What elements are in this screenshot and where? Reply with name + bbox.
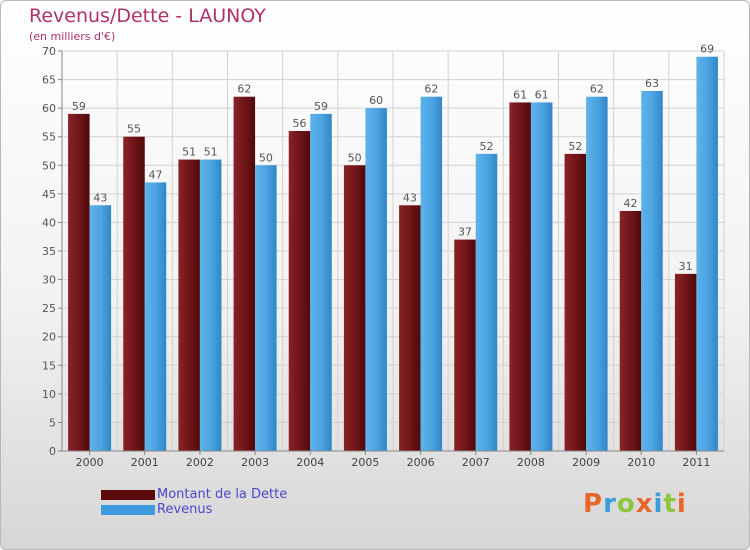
data-label-revenus: 51 — [204, 146, 218, 159]
bar-dette — [674, 273, 697, 451]
x-tick-label: 2002 — [186, 456, 214, 469]
bar-revenus — [89, 205, 112, 451]
chart-subtitle: (en milliers d'€) — [29, 30, 116, 43]
bar-dette — [564, 153, 587, 451]
y-tick-label: 20 — [42, 331, 56, 344]
bar-revenus — [530, 102, 553, 451]
x-tick-label: 2009 — [572, 456, 600, 469]
bar-dette — [343, 165, 366, 452]
legend-label-revenus: Revenus — [157, 502, 213, 517]
chart-title: Revenus/Dette - LAUNOY — [29, 5, 266, 27]
bar-dette — [233, 96, 256, 451]
data-label-dette: 42 — [624, 197, 638, 210]
bar-dette — [123, 136, 145, 451]
y-tick-label: 70 — [42, 45, 56, 58]
bar-revenus — [199, 159, 222, 452]
y-tick-label: 25 — [42, 302, 56, 315]
x-tick-label: 2004 — [296, 456, 324, 469]
bar-dette — [619, 211, 642, 451]
bar-revenus — [310, 113, 332, 451]
data-label-revenus: 52 — [480, 140, 494, 153]
label-layer: 59 43 55 47 51 51 62 50 56 59 50 60 43 62 37 52 61 61 52 62… — [72, 43, 714, 273]
x-tick-label: 2011 — [682, 456, 710, 469]
proxiti-logo: Proxiti — [583, 489, 687, 519]
bar-revenus — [420, 96, 443, 451]
data-label-dette: 43 — [403, 191, 417, 204]
data-label-revenus: 62 — [424, 83, 438, 96]
data-label-dette: 37 — [458, 226, 472, 239]
bar-revenus — [255, 165, 277, 452]
bar-revenus — [696, 56, 718, 451]
bar-dette — [68, 113, 90, 451]
x-tick-label: 2005 — [351, 456, 379, 469]
data-label-revenus: 61 — [535, 88, 549, 101]
y-tick-label: 15 — [42, 359, 56, 372]
y-tick-label: 0 — [49, 445, 56, 458]
bar-dette — [178, 159, 200, 452]
data-label-dette: 50 — [348, 151, 362, 164]
data-label-revenus: 69 — [700, 43, 714, 56]
data-label-dette: 51 — [182, 146, 196, 159]
data-label-revenus: 63 — [645, 77, 659, 90]
bar-revenus — [144, 182, 167, 451]
grid-layer — [61, 50, 725, 452]
y-tick-label: 5 — [49, 416, 56, 429]
logo-letter: i — [653, 489, 664, 519]
y-tick-label: 50 — [42, 159, 56, 172]
data-label-dette: 52 — [568, 140, 582, 153]
bar-dette — [399, 205, 421, 451]
data-label-dette: 55 — [127, 123, 141, 136]
x-tick-label: 2000 — [76, 456, 104, 469]
data-label-revenus: 60 — [369, 94, 383, 107]
data-label-revenus: 62 — [590, 83, 604, 96]
y-tick-label: 30 — [42, 274, 56, 287]
data-label-dette: 59 — [72, 100, 86, 113]
logo-letter: o — [616, 489, 636, 519]
data-label-dette: 31 — [679, 260, 693, 273]
bar-revenus — [641, 91, 663, 451]
x-tick-label: 2010 — [627, 456, 655, 469]
x-tick-label: 2006 — [407, 456, 435, 469]
y-tick-label: 40 — [42, 216, 56, 229]
bar-revenus — [475, 153, 498, 451]
data-label-dette: 56 — [293, 117, 307, 130]
y-tick-label: 55 — [42, 131, 56, 144]
data-label-revenus: 50 — [259, 151, 273, 164]
data-label-revenus: 47 — [149, 168, 163, 181]
logo-letter: r — [603, 489, 617, 519]
y-tick-label: 10 — [42, 388, 56, 401]
y-tick-label: 65 — [42, 74, 56, 87]
logo-letter: t — [663, 489, 677, 519]
bar-revenus — [365, 108, 387, 452]
legend-swatch-dette — [101, 490, 155, 500]
data-label-revenus: 43 — [93, 191, 107, 204]
logo-letter: i — [676, 489, 687, 519]
logo-letter: x — [635, 489, 654, 519]
legend-label-dette: Montant de la Dette — [157, 487, 288, 502]
bar-layer — [68, 56, 718, 452]
data-label-dette: 61 — [513, 88, 527, 101]
axis-layer: 0 5 10 15 20 25 30 35 40 45 50 55 60 65 70 2000 2001 2002… — [42, 45, 724, 469]
data-label-revenus: 59 — [314, 100, 328, 113]
x-tick-label: 2003 — [241, 456, 269, 469]
y-tick-label: 35 — [42, 245, 56, 258]
legend-swatch-revenus — [101, 505, 155, 515]
x-tick-label: 2008 — [517, 456, 545, 469]
logo-letter: P — [583, 489, 604, 519]
bar-revenus — [586, 96, 608, 451]
y-tick-label: 45 — [42, 188, 56, 201]
data-label-dette: 62 — [237, 83, 251, 96]
x-tick-label: 2007 — [462, 456, 490, 469]
bar-dette — [454, 239, 476, 451]
bar-dette — [288, 131, 311, 451]
y-tick-label: 60 — [42, 102, 56, 115]
x-tick-label: 2001 — [131, 456, 159, 469]
bar-dette — [509, 102, 531, 451]
